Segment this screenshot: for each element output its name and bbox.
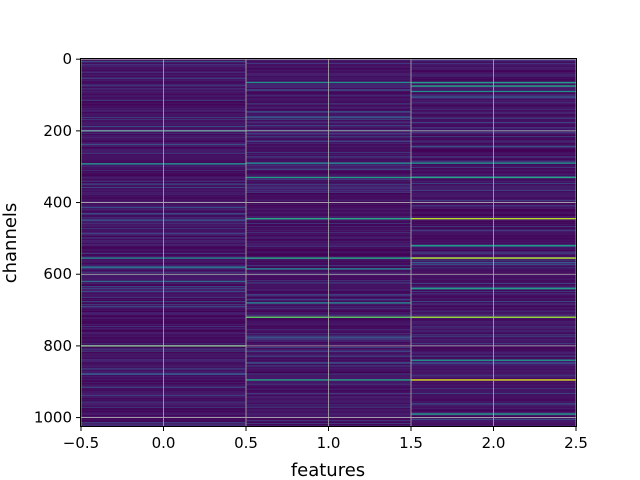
- y-axis: 0 200 400 600 800 1000: [34, 50, 81, 427]
- x-tick-label: 1.5: [399, 434, 423, 452]
- y-tick-label: 0: [62, 50, 72, 68]
- x-tick-label: 1.0: [317, 434, 341, 452]
- x-tick-label: −0.5: [63, 434, 99, 452]
- y-tick-label: 200: [43, 122, 72, 140]
- x-tick-label: 2.0: [482, 434, 506, 452]
- y-axis-label: channels: [0, 203, 21, 284]
- y-tick-label: 800: [43, 337, 72, 355]
- y-tick-label: 1000: [34, 409, 72, 427]
- x-axis: −0.5 0.0 0.5 1.0 1.5 2.0 2.5: [63, 426, 588, 452]
- y-tick-label: 400: [43, 194, 72, 212]
- x-axis-label: features: [291, 460, 365, 480]
- x-tick-label: 0.0: [152, 434, 176, 452]
- x-tick-label: 2.5: [564, 434, 588, 452]
- y-tick-label: 600: [43, 265, 72, 283]
- x-tick-label: 0.5: [234, 434, 258, 452]
